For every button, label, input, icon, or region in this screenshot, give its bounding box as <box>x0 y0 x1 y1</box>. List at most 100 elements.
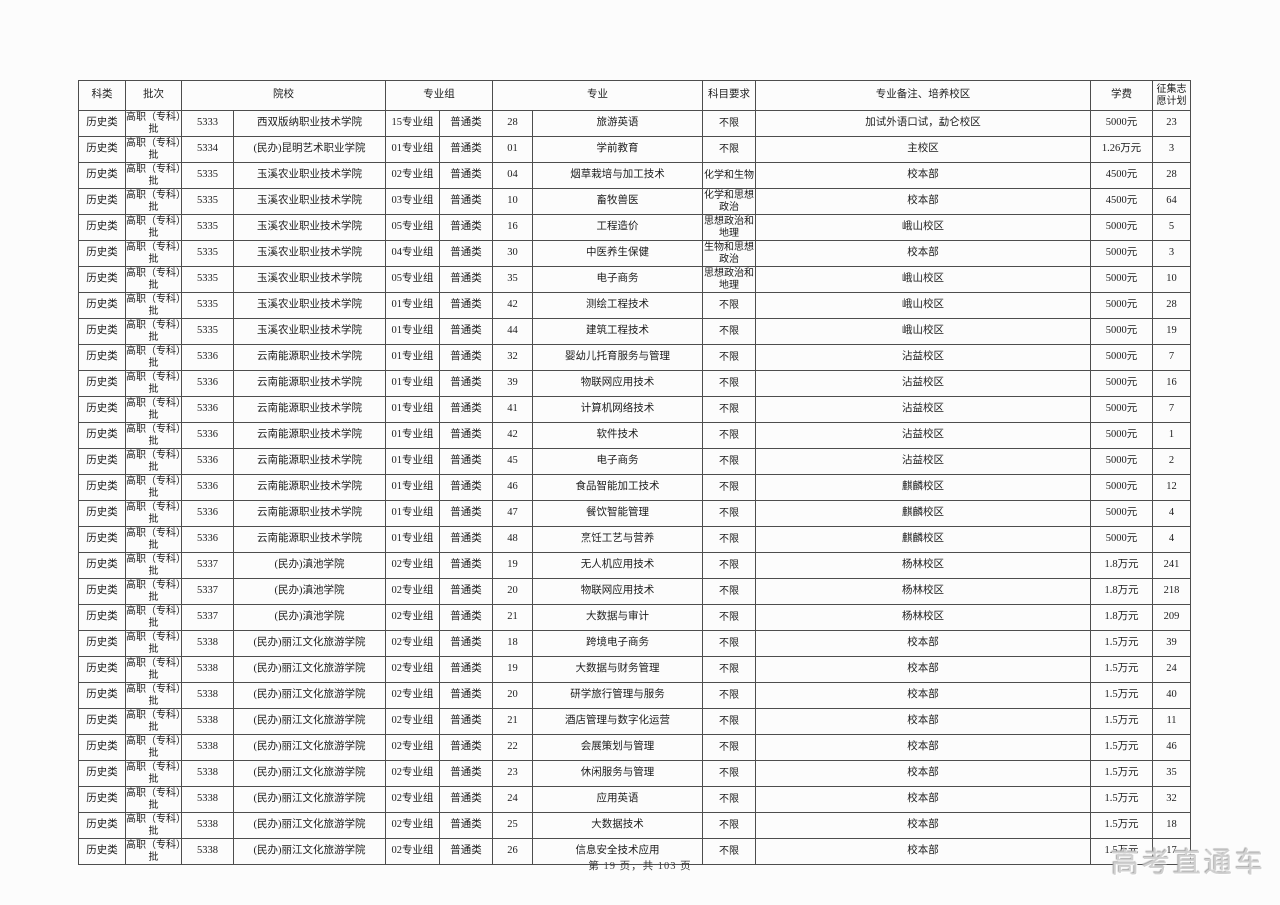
cell-group: 01专业组 <box>385 526 440 553</box>
cell-plan: 39 <box>1152 630 1191 657</box>
cell-plan: 46 <box>1152 734 1191 761</box>
table-row: 历史类 高职（专科）批 5336 云南能源职业技术学院 01专业组 普通类 42 软件技术 不限… <box>78 422 1191 449</box>
cell-subject_req: 化学和生物 <box>702 162 756 189</box>
cell-group: 02专业组 <box>385 786 440 813</box>
table-row: 历史类 高职（专科）批 5336 云南能源职业技术学院 01专业组 普通类 48 烹饪工艺与营… <box>78 526 1191 553</box>
cell-college_code: 5337 <box>181 578 234 605</box>
cell-remark: 校本部 <box>755 760 1091 787</box>
cell-class_type: 普通类 <box>439 422 493 449</box>
cell-major_name: 工程造价 <box>532 214 703 241</box>
cell-category: 历史类 <box>78 526 126 553</box>
cell-major_code: 35 <box>492 266 533 293</box>
cell-major_code: 04 <box>492 162 533 189</box>
cell-major_name: 旅游英语 <box>532 110 703 137</box>
cell-group: 02专业组 <box>385 604 440 631</box>
cell-college_name: 云南能源职业技术学院 <box>233 526 386 553</box>
cell-group: 01专业组 <box>385 292 440 319</box>
cell-college_name: (民办)丽江文化旅游学院 <box>233 786 386 813</box>
cell-batch: 高职（专科）批 <box>125 240 182 267</box>
cell-major_code: 20 <box>492 682 533 709</box>
cell-plan: 32 <box>1152 786 1191 813</box>
cell-major_name: 大数据与审计 <box>532 604 703 631</box>
cell-remark: 校本部 <box>755 162 1091 189</box>
cell-college_code: 5337 <box>181 604 234 631</box>
cell-college_code: 5335 <box>181 188 234 215</box>
cell-category: 历史类 <box>78 292 126 319</box>
cell-remark: 校本部 <box>755 656 1091 683</box>
cell-batch: 高职（专科）批 <box>125 682 182 709</box>
cell-remark: 峨山校区 <box>755 318 1091 345</box>
cell-category: 历史类 <box>78 344 126 371</box>
cell-college_name: (民办)丽江文化旅游学院 <box>233 734 386 761</box>
cell-class_type: 普通类 <box>439 448 493 475</box>
cell-batch: 高职（专科）批 <box>125 708 182 735</box>
cell-college_code: 5336 <box>181 474 234 501</box>
table-row: 历史类 高职（专科）批 5333 西双版纳职业技术学院 15专业组 普通类 28 旅游英语 不限… <box>78 110 1191 137</box>
cell-group: 02专业组 <box>385 682 440 709</box>
cell-college_name: 玉溪农业职业技术学院 <box>233 214 386 241</box>
cell-major_name: 应用英语 <box>532 786 703 813</box>
cell-tuition: 1.5万元 <box>1090 630 1153 657</box>
table-row: 历史类 高职（专科）批 5337 (民办)滇池学院 02专业组 普通类 20 物联网应用技术不… <box>78 578 1191 605</box>
cell-group: 05专业组 <box>385 214 440 241</box>
cell-subject_req: 不限 <box>702 500 756 527</box>
cell-college_code: 5335 <box>181 240 234 267</box>
cell-college_name: 玉溪农业职业技术学院 <box>233 318 386 345</box>
cell-major_name: 食品智能加工技术 <box>532 474 703 501</box>
cell-subject_req: 不限 <box>702 786 756 813</box>
cell-batch: 高职（专科）批 <box>125 734 182 761</box>
cell-tuition: 5000元 <box>1090 422 1153 449</box>
cell-college_name: (民办)滇池学院 <box>233 552 386 579</box>
cell-major_code: 41 <box>492 396 533 423</box>
table-header: 科类 批次 院校 专业组 专业 科目要求 专业备注、培养校区 学费 征集志愿计划 <box>78 80 1191 111</box>
cell-college_name: 云南能源职业技术学院 <box>233 448 386 475</box>
cell-college_name: 玉溪农业职业技术学院 <box>233 188 386 215</box>
cell-college_code: 5338 <box>181 812 234 839</box>
cell-group: 02专业组 <box>385 162 440 189</box>
cell-college_name: (民办)丽江文化旅游学院 <box>233 630 386 657</box>
cell-major_code: 44 <box>492 318 533 345</box>
cell-plan: 64 <box>1152 188 1191 215</box>
col-header-major-group: 专业组 <box>385 80 493 111</box>
cell-remark: 麒麟校区 <box>755 526 1091 553</box>
cell-category: 历史类 <box>78 396 126 423</box>
cell-major_name: 烹饪工艺与营养 <box>532 526 703 553</box>
cell-college_name: (民办)昆明艺术职业学院 <box>233 136 386 163</box>
cell-category: 历史类 <box>78 240 126 267</box>
cell-tuition: 5000元 <box>1090 110 1153 137</box>
col-header-college: 院校 <box>181 80 386 111</box>
cell-subject_req: 不限 <box>702 292 756 319</box>
cell-batch: 高职（专科）批 <box>125 266 182 293</box>
cell-group: 05专业组 <box>385 266 440 293</box>
cell-subject_req: 不限 <box>702 370 756 397</box>
table-row: 历史类 高职（专科）批 5337 (民办)滇池学院 02专业组 普通类 21 大数据与审计 不限… <box>78 604 1191 631</box>
cell-remark: 主校区 <box>755 136 1091 163</box>
cell-plan: 209 <box>1152 604 1191 631</box>
cell-subject_req: 不限 <box>702 630 756 657</box>
col-header-batch: 批次 <box>125 80 182 111</box>
cell-tuition: 1.5万元 <box>1090 760 1153 787</box>
table-row: 历史类 高职（专科）批 5338 (民办)丽江文化旅游学院 02专业组 普通类 22 会展策划… <box>78 734 1191 761</box>
cell-class_type: 普通类 <box>439 786 493 813</box>
cell-major_name: 物联网应用技术 <box>532 370 703 397</box>
cell-subject_req: 不限 <box>702 838 756 865</box>
cell-plan: 11 <box>1152 708 1191 735</box>
cell-major_code: 25 <box>492 812 533 839</box>
cell-class_type: 普通类 <box>439 526 493 553</box>
table-row: 历史类 高职（专科）批 5335 玉溪农业职业技术学院 01专业组 普通类 42 测绘工程技术… <box>78 292 1191 319</box>
cell-major_code: 46 <box>492 474 533 501</box>
cell-remark: 校本部 <box>755 734 1091 761</box>
cell-tuition: 4500元 <box>1090 188 1153 215</box>
cell-plan: 4 <box>1152 500 1191 527</box>
cell-subject_req: 不限 <box>702 526 756 553</box>
cell-tuition: 5000元 <box>1090 370 1153 397</box>
cell-group: 02专业组 <box>385 630 440 657</box>
cell-major_name: 大数据与财务管理 <box>532 656 703 683</box>
table-row: 历史类 高职（专科）批 5335 玉溪农业职业技术学院 04专业组 普通类 30 中医养生保健… <box>78 240 1191 267</box>
cell-group: 01专业组 <box>385 422 440 449</box>
cell-category: 历史类 <box>78 500 126 527</box>
cell-remark: 校本部 <box>755 188 1091 215</box>
cell-college_code: 5335 <box>181 292 234 319</box>
cell-group: 02专业组 <box>385 838 440 865</box>
cell-college_name: 玉溪农业职业技术学院 <box>233 292 386 319</box>
